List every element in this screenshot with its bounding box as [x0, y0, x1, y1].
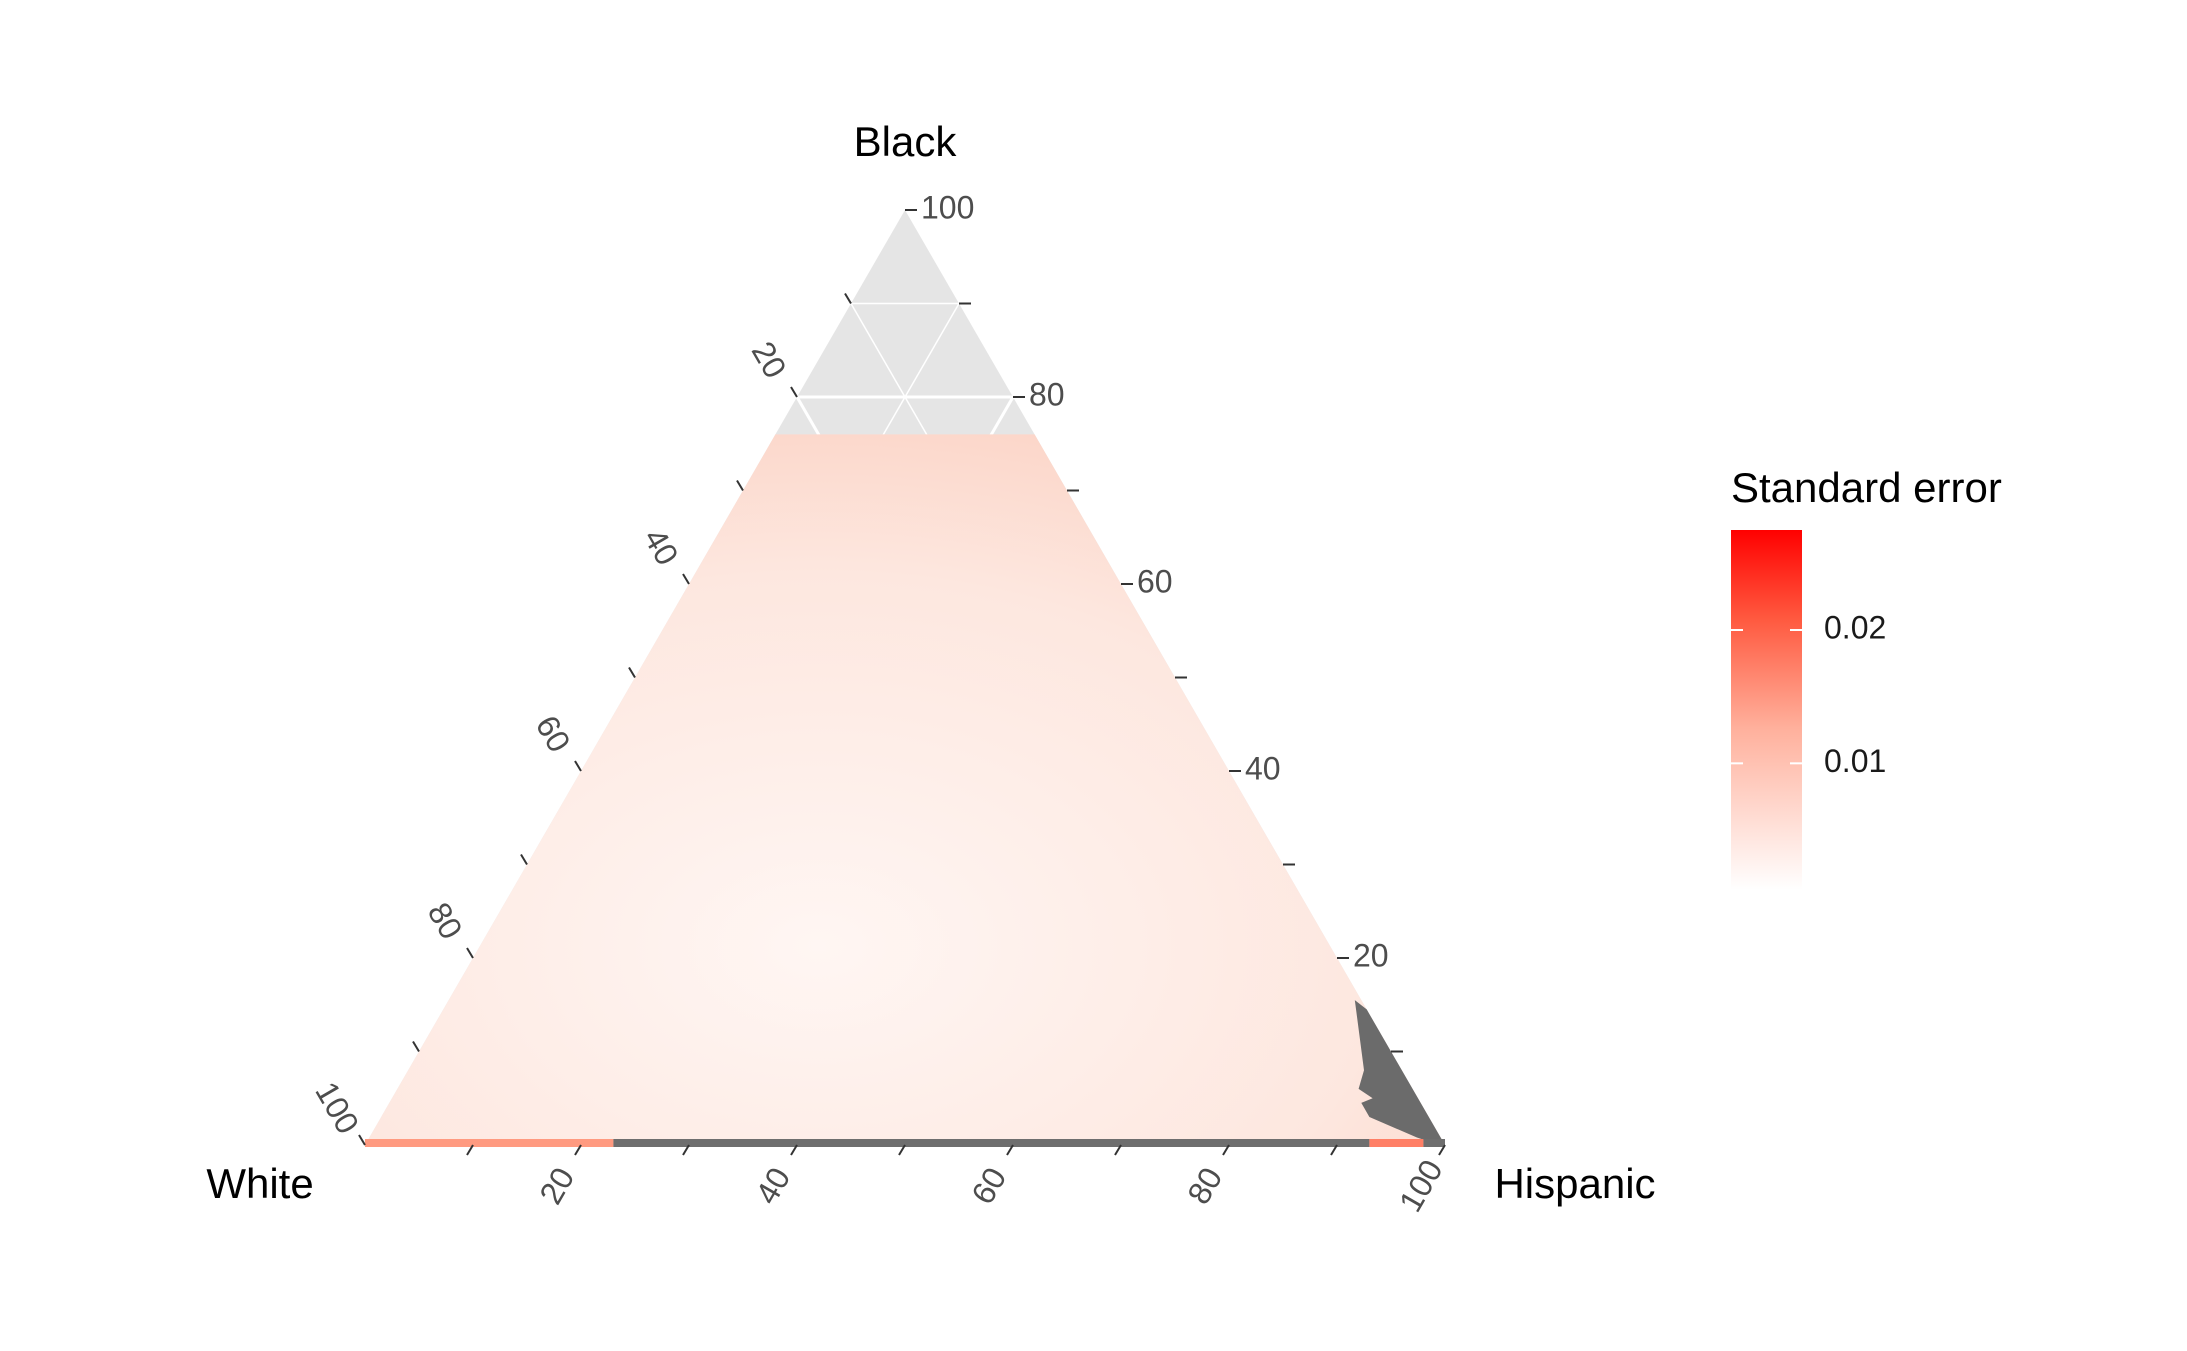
- tick-white: [574, 760, 582, 772]
- legend-title: Standard error: [1731, 464, 2002, 511]
- tick-hispanic: [1438, 1144, 1446, 1156]
- legend-label: 0.01: [1824, 743, 1886, 779]
- tick-white: [844, 292, 852, 305]
- tick-white: [736, 479, 744, 492]
- tick-hispanic: [790, 1144, 798, 1156]
- vertex-label-white: White: [206, 1160, 313, 1207]
- tick-label-white: 60: [529, 709, 578, 758]
- legend-colorbar: [1731, 530, 1802, 890]
- tick-label-black: 60: [1137, 563, 1173, 599]
- vertex-label-black: Black: [854, 118, 958, 165]
- tick-hispanic: [466, 1144, 474, 1156]
- legend: Standard error 0.02 0.01: [1731, 464, 2002, 890]
- legend-ticks: 0.02 0.01: [1731, 609, 1886, 779]
- tick-hispanic: [1006, 1144, 1014, 1156]
- missing-region: [1354, 1000, 1445, 1145]
- tick-label-hispanic: 100: [1392, 1154, 1450, 1218]
- tick-white: [790, 386, 798, 398]
- tick-hispanic: [682, 1144, 690, 1156]
- axis-ticks: [358, 209, 1446, 1156]
- vertex-label-hispanic: Hispanic: [1494, 1160, 1655, 1207]
- tick-white: [520, 853, 528, 866]
- tick-label-black: 20: [1353, 937, 1389, 973]
- tick-label-white: 80: [421, 896, 470, 945]
- legend-label: 0.02: [1824, 609, 1886, 645]
- tick-label-black: 80: [1029, 376, 1065, 412]
- tick-hispanic: [1330, 1144, 1338, 1156]
- tick-white: [682, 573, 690, 585]
- tick-white: [358, 1134, 366, 1146]
- tick-white: [412, 1040, 420, 1053]
- tick-label-white: 100: [308, 1076, 366, 1140]
- tick-label-hispanic: 20: [532, 1161, 581, 1210]
- tick-hispanic: [898, 1144, 906, 1156]
- standard-error-surface: [365, 434, 1445, 1145]
- tick-label-white: 20: [745, 335, 794, 384]
- tick-hispanic: [1114, 1144, 1122, 1156]
- tick-hispanic: [574, 1144, 582, 1156]
- tick-label-black: 100: [921, 189, 974, 225]
- tick-hispanic: [1222, 1144, 1230, 1156]
- tick-label-hispanic: 40: [748, 1161, 797, 1210]
- tick-label-white: 40: [637, 522, 686, 571]
- tick-white: [628, 666, 636, 679]
- tick-label-hispanic: 80: [1180, 1161, 1229, 1210]
- tick-label-hispanic: 60: [964, 1161, 1013, 1210]
- tick-white: [466, 947, 474, 959]
- tick-label-black: 40: [1245, 750, 1281, 786]
